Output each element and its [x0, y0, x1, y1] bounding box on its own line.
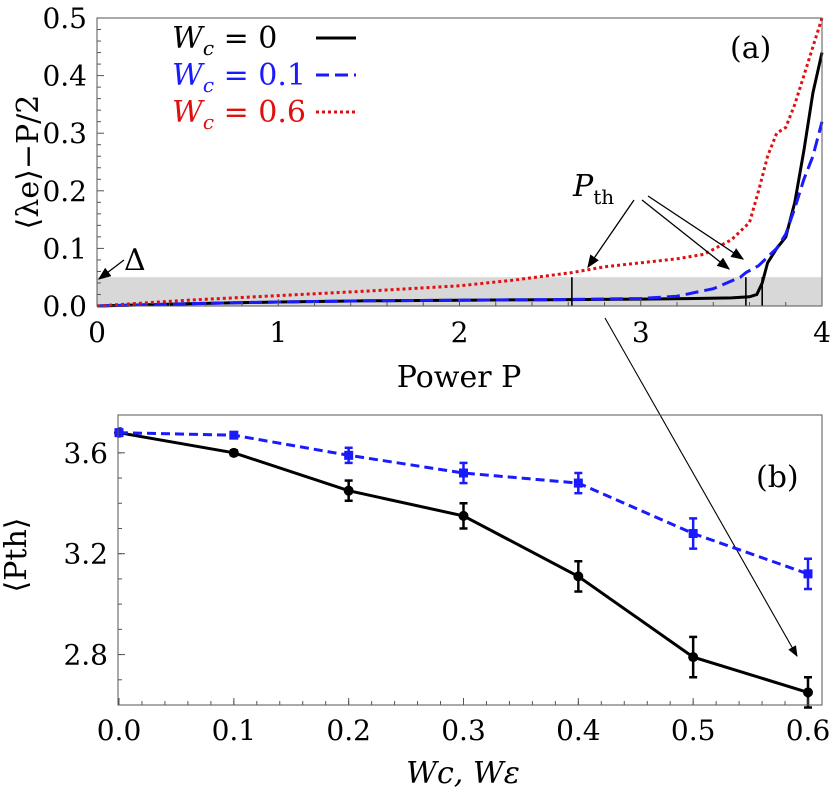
x-tick-label-b-5: 0.5 [671, 714, 716, 747]
series-line-1 [96, 121, 824, 308]
x-tick-label-a-2: 2 [451, 316, 469, 349]
data-point-b-1-0 [114, 428, 124, 438]
svg-text:Wc = 0.6: Wc = 0.6 [172, 95, 306, 134]
panel-a-frame [96, 17, 823, 307]
data-point-b-0-6 [803, 687, 813, 698]
pth-arrow-red [587, 199, 635, 269]
legend-entry-wc01: Wc = 0.1 [172, 58, 356, 97]
panel-a-label: (a) [730, 31, 771, 66]
data-point-b-0-2 [343, 485, 354, 496]
x-tick-label-b-3: 0.3 [441, 714, 486, 747]
x-tick-label-a-1: 1 [269, 316, 287, 349]
panel-b-series [114, 427, 813, 709]
series-line-2 [96, 17, 824, 308]
pth-annotation: Pth [572, 169, 614, 209]
legend-entry-wc06: Wc = 0.6 [172, 95, 356, 134]
x-tick-label-a-3: 3 [632, 316, 650, 349]
pth-arrow-blue [641, 199, 731, 270]
data-point-b-0-5 [688, 652, 699, 663]
panel-b-frame [117, 414, 823, 706]
x-tick-label-b-4: 0.4 [556, 714, 601, 747]
threshold-lines [571, 277, 763, 306]
data-point-b-0-3 [458, 510, 469, 521]
panel-b-xlabel: Wc, Wε [406, 756, 520, 791]
data-point-b-1-6 [803, 569, 813, 579]
x-tick-label-b-0: 0.0 [97, 714, 142, 747]
data-point-b-0-1 [228, 447, 239, 458]
data-point-b-1-2 [344, 450, 354, 460]
legend-a: Wc = 0 Wc = 0.1 Wc = 0.6 [172, 21, 356, 134]
svg-text:Wc = 0.1: Wc = 0.1 [172, 58, 306, 97]
connector-arrow [604, 317, 798, 657]
delta-label: Δ [124, 243, 146, 278]
data-point-b-1-5 [688, 529, 698, 539]
y-tick-label-b-1: 3.2 [63, 538, 108, 571]
data-point-b-0-4 [573, 571, 584, 582]
panel-b: 0.0 0.1 0.2 0.3 0.4 0.5 0.6 2.8 3.2 3.6 (b) Wc, W… [0, 414, 830, 791]
y-tick-label-b-2: 3.6 [63, 437, 108, 470]
x-tick-label-b-2: 0.2 [326, 714, 371, 747]
legend-entry-wc0: Wc = 0 [172, 21, 356, 60]
panel-b-ticks: 0.0 0.1 0.2 0.3 0.4 0.5 0.6 2.8 3.2 3.6 [63, 427, 830, 747]
x-tick-label-b-1: 0.1 [212, 714, 257, 747]
y-tick-label-a-2: 0.2 [42, 175, 87, 208]
x-tick-label-a-0: 0 [88, 316, 106, 349]
panel-b-label: (b) [756, 460, 799, 495]
panel-a-series [96, 17, 824, 308]
y-tick-label-b-0: 2.8 [63, 639, 108, 672]
delta-arrow [97, 259, 125, 280]
data-point-b-1-3 [459, 468, 468, 478]
y-tick-label-a-0: 0.0 [42, 290, 87, 323]
y-tick-label-a-4: 0.4 [42, 60, 87, 93]
panel-a-xlabel: Power P [397, 360, 522, 395]
y-tick-label-a-1: 0.1 [42, 232, 87, 265]
panel-a-ylabel: ⟨λe⟩−P/2 [11, 95, 46, 230]
data-point-b-1-1 [229, 430, 239, 440]
y-tick-label-a-3: 0.3 [42, 117, 87, 150]
x-tick-label-b-6: 0.6 [786, 714, 830, 747]
y-tick-label-a-5: 0.5 [42, 2, 87, 35]
panel-a-ticks: 0 1 2 3 4 0.0 0.1 0.2 0.3 0.4 0.5 [42, 2, 830, 349]
data-point-b-1-4 [573, 478, 583, 488]
x-tick-label-a-4: 4 [813, 316, 830, 349]
panel-b-ylabel: ⟨Pth⟩ [0, 518, 34, 593]
svg-text:Wc = 0: Wc = 0 [172, 21, 277, 60]
panel-a: 0 1 2 3 4 0.0 0.1 0.2 0.3 0.4 0.5 (a) Power P ⟨λe⟩… [11, 2, 830, 395]
pth-arrow-black [647, 195, 745, 260]
